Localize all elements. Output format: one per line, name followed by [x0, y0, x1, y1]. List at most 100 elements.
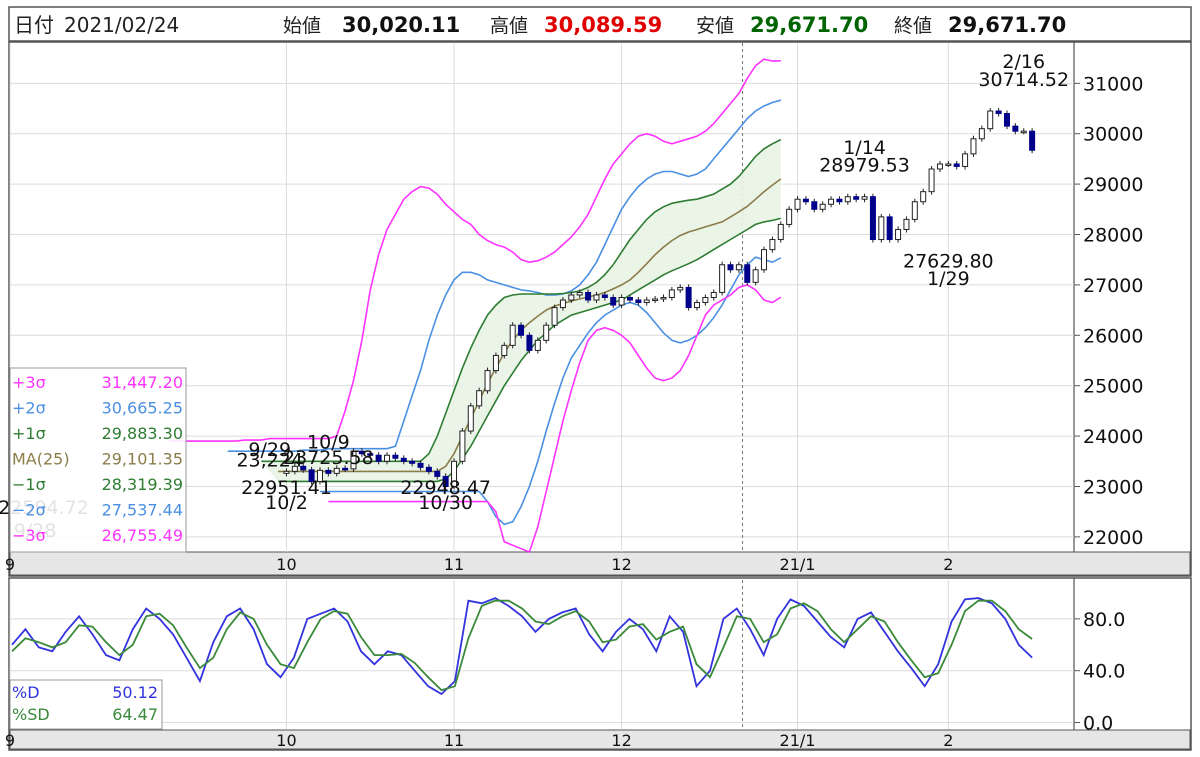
sigma1-upper-line — [261, 138, 782, 463]
candle-36 — [585, 289, 592, 304]
candle-81 — [962, 150, 969, 170]
candle-body-1 — [291, 465, 298, 472]
candle-body-69 — [861, 196, 868, 200]
candle-49 — [693, 299, 700, 311]
candle-67 — [844, 193, 851, 205]
candle-13 — [392, 452, 399, 462]
candle-30 — [534, 337, 541, 354]
legend-label-4: −1σ — [12, 475, 46, 494]
legend-label-0: +3σ — [12, 373, 46, 392]
sigma2-upper-line — [227, 99, 782, 453]
candle-60 — [786, 206, 793, 228]
candle-body-20 — [451, 460, 458, 487]
candle-19 — [442, 473, 449, 490]
candle-57 — [761, 246, 768, 273]
candle-body-42 — [635, 299, 642, 304]
candle-40 — [618, 294, 625, 309]
candle-63 — [811, 198, 818, 213]
candle-78 — [936, 160, 943, 173]
candle-32 — [551, 304, 558, 329]
candle-body-79 — [945, 163, 952, 166]
candle-body-24 — [484, 370, 491, 392]
sub-x-axis-ticks: 9 10 11 12 21/1 2 — [5, 731, 954, 750]
candle-25 — [492, 352, 499, 374]
candle-38 — [601, 291, 608, 301]
legend-value-0: 31,447.20 — [102, 373, 183, 392]
candle-body-81 — [962, 153, 969, 167]
candle-body-75 — [911, 201, 918, 220]
candle-20 — [451, 458, 458, 490]
candle-34 — [568, 291, 575, 304]
candle-47 — [677, 284, 684, 293]
candle-body-9 — [358, 450, 365, 455]
candle-70 — [869, 193, 876, 243]
main-y-tick-label-3: 25000 — [1083, 376, 1143, 398]
candle-body-43 — [643, 299, 650, 304]
candle-14 — [400, 455, 407, 465]
candle-body-74 — [903, 218, 910, 230]
candle-21 — [459, 428, 466, 465]
main-y-tick-label-5: 27000 — [1083, 275, 1143, 297]
candle-12 — [384, 452, 391, 465]
header-frame — [8, 6, 1192, 42]
candle-body-3 — [308, 469, 315, 482]
stochastic-sd-line — [11, 599, 1033, 692]
candle-body-86 — [1003, 113, 1010, 127]
candle-56 — [752, 266, 759, 286]
candle-body-12 — [384, 454, 391, 462]
sub-y-axis-ticks: 0.0 40.0 80.0 — [1074, 609, 1125, 735]
stochastic-legend-label-0: %D — [12, 683, 40, 702]
high-label: 高値 — [490, 15, 528, 37]
main-y-tick-label-4: 26000 — [1083, 325, 1143, 347]
candle-58 — [769, 236, 776, 253]
candle-8 — [350, 448, 357, 472]
candle-27 — [509, 322, 516, 349]
candle-5 — [325, 467, 332, 477]
sub-gridlines — [9, 580, 1074, 729]
sigma2-lower-line — [320, 256, 782, 526]
main-x-tick-label-0: 9 — [5, 555, 15, 574]
candle-body-73 — [895, 228, 902, 241]
annotation-9: 28979.53 — [819, 155, 910, 177]
candle-64 — [819, 201, 826, 213]
candle-75 — [911, 198, 918, 223]
candle-body-0 — [283, 470, 290, 474]
candle-72 — [886, 213, 893, 243]
main-y-tick-label-7: 29000 — [1083, 174, 1143, 196]
legend-value-5: 27,537.44 — [102, 501, 183, 520]
candle-body-53 — [727, 264, 734, 271]
stochastic-legend-label-1: %SD — [12, 705, 50, 724]
sub-x-tick-label-2: 11 — [444, 731, 464, 750]
annotation-6: 22948.47 — [400, 477, 491, 499]
candle-body-48 — [685, 286, 692, 309]
candle-body-6 — [333, 467, 340, 474]
candle-body-2 — [300, 465, 307, 471]
candle-17 — [425, 464, 432, 475]
low-value: 29,671.70 — [750, 13, 868, 37]
annotation-7: 10/30 — [418, 492, 473, 514]
candle-82 — [970, 135, 977, 157]
candle-37 — [593, 291, 600, 304]
close-label: 終値 — [894, 15, 932, 37]
candle-body-44 — [652, 298, 659, 302]
legend-value-1: 30,665.25 — [102, 399, 183, 418]
candle-body-62 — [802, 198, 809, 203]
sub-x-tick-label-0: 9 — [5, 731, 15, 750]
candle-body-8 — [350, 450, 357, 470]
sub-x-axis-band — [9, 729, 1191, 750]
candle-body-87 — [1012, 125, 1019, 132]
candle-body-70 — [869, 196, 876, 241]
legend-box — [9, 367, 187, 553]
candle-1 — [291, 463, 298, 475]
annotation-12: 2/16 — [1002, 51, 1045, 73]
candle-48 — [685, 284, 692, 311]
candle-24 — [484, 367, 491, 394]
candle-66 — [836, 196, 843, 205]
candle-31 — [543, 322, 550, 344]
candle-body-89 — [1029, 130, 1036, 151]
candle-44 — [652, 295, 659, 304]
stochastic-legend-box — [9, 679, 163, 730]
candle-74 — [903, 216, 910, 233]
candle-2 — [300, 463, 307, 473]
